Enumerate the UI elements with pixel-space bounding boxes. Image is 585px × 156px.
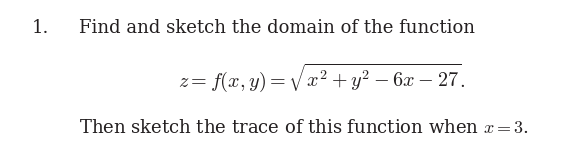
Text: Then sketch the trace of this function when $x = 3$.: Then sketch the trace of this function w…: [79, 119, 529, 137]
Text: $z = f(x,y) = \sqrt{x^2 + y^2 - 6x - 27}.$: $z = f(x,y) = \sqrt{x^2 + y^2 - 6x - 27}…: [178, 62, 466, 94]
Text: 1.: 1.: [32, 19, 50, 37]
Text: Find and sketch the domain of the function: Find and sketch the domain of the functi…: [79, 19, 475, 37]
